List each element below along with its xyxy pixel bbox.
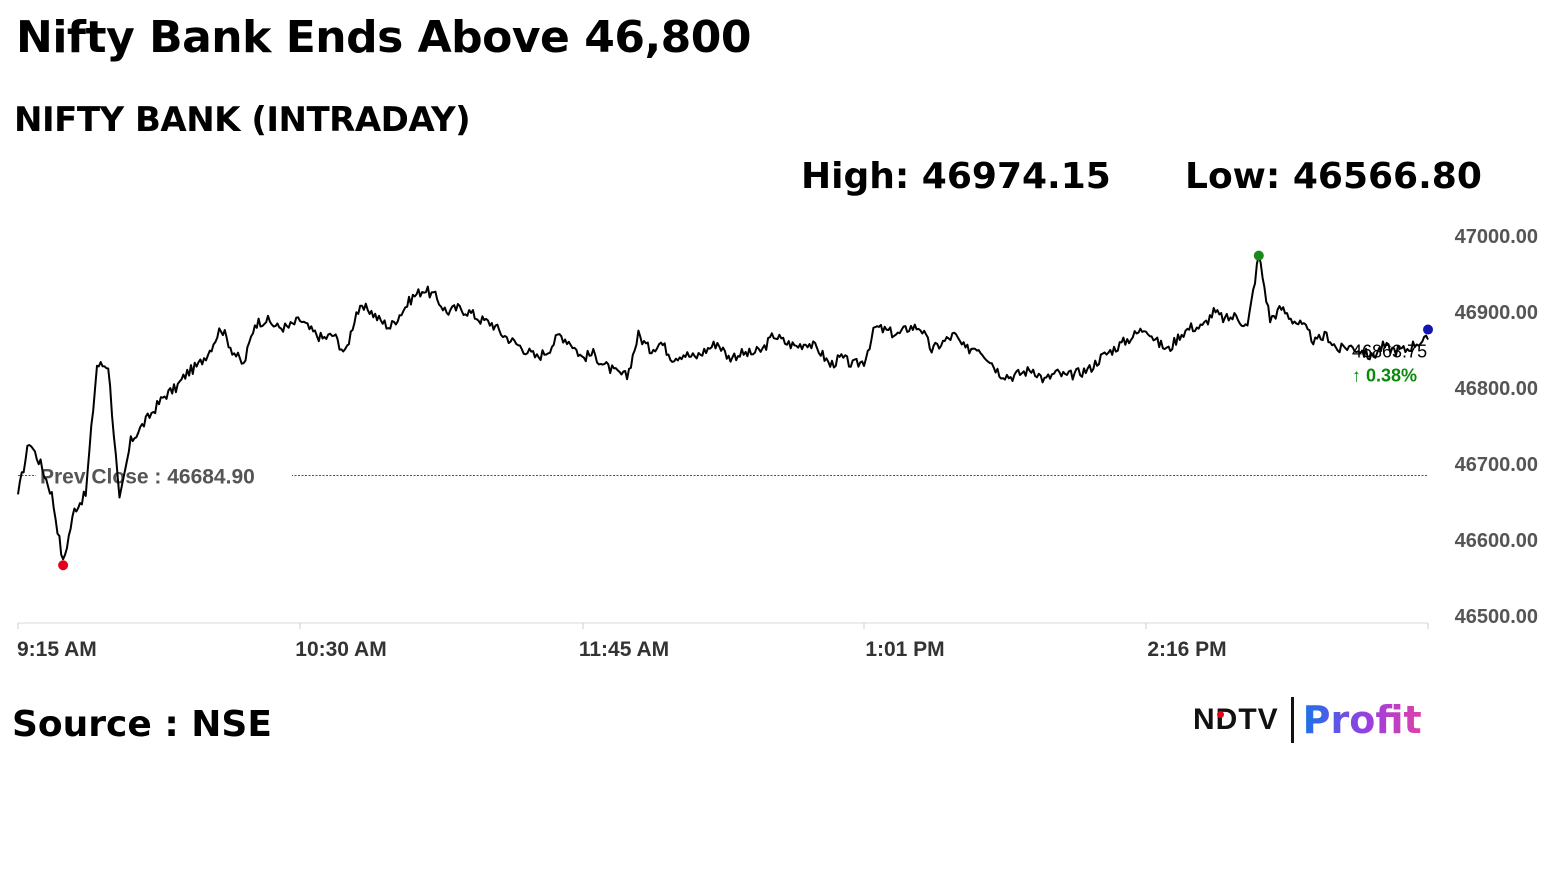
high-marker <box>1253 250 1264 261</box>
y-tick-label: 46600.00 <box>1455 530 1538 552</box>
y-tick-label: 46700.00 <box>1455 454 1538 476</box>
headline: Nifty Bank Ends Above 46,800 <box>16 12 752 63</box>
x-tick-label: 11:45 AM <box>579 638 669 661</box>
ndtv-profit-logo: NDTV Profit <box>1193 694 1422 746</box>
x-tick-label: 1:01 PM <box>865 638 944 661</box>
x-axis: 9:15 AM 10:30 AM 11:45 AM 1:01 PM 2:16 PM <box>17 623 1429 661</box>
high-stat: High: 46974.15 <box>801 156 1111 197</box>
logo-dot-icon <box>1217 711 1224 718</box>
last-marker <box>1423 324 1433 335</box>
x-tick-label: 10:30 AM <box>295 638 386 661</box>
prev-close-label-bg <box>36 463 292 488</box>
price-line <box>17 254 1429 561</box>
logo-ndtv: NDTV <box>1193 703 1279 736</box>
prev-close-label: Prev Close : 46684.90 <box>40 465 255 488</box>
y-tick-label: 46800.00 <box>1455 378 1538 400</box>
y-tick-label: 46900.00 <box>1455 302 1538 324</box>
x-tick-label: 9:15 AM <box>17 638 97 661</box>
y-tick-label: 47000.00 <box>1455 226 1538 248</box>
y-tick-label: 46500.00 <box>1455 606 1538 628</box>
chart-subtitle: NIFTY BANK (INTRADAY) <box>14 100 471 140</box>
low-stat: Low: 46566.80 <box>1185 156 1482 197</box>
intraday-chart: 47000.00 46900.00 46800.00 46700.00 46600.00… <box>17 226 1538 661</box>
y-axis: 47000.00 46900.00 46800.00 46700.00 46600.00… <box>1455 226 1538 628</box>
last-price-label: 46863.75 <box>1352 342 1427 362</box>
logo-profit: Profit <box>1302 698 1422 742</box>
logo-divider <box>1290 697 1294 743</box>
plot-area: Prev Close : 46684.90 46863.75 ↑ 0.38% <box>17 250 1433 624</box>
last-change-label: ↑ 0.38% <box>1352 366 1417 386</box>
low-marker <box>58 560 69 571</box>
source-note: Source : NSE <box>12 704 272 745</box>
x-tick-label: 2:16 PM <box>1147 638 1226 661</box>
